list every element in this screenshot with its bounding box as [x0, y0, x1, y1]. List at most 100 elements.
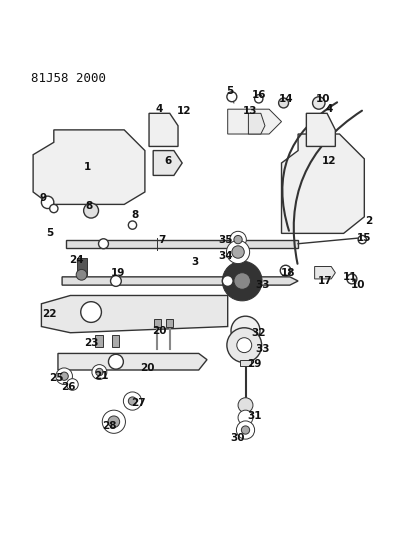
- Text: 1: 1: [83, 162, 90, 172]
- Text: 24: 24: [69, 255, 84, 265]
- Circle shape: [98, 239, 108, 249]
- Circle shape: [95, 368, 103, 376]
- Text: 12: 12: [321, 156, 336, 166]
- Text: 10: 10: [315, 94, 330, 104]
- Polygon shape: [153, 151, 182, 175]
- Text: 5: 5: [46, 228, 53, 238]
- Polygon shape: [66, 240, 297, 248]
- Polygon shape: [227, 109, 281, 134]
- Circle shape: [233, 273, 250, 289]
- Circle shape: [128, 397, 136, 405]
- Circle shape: [226, 328, 261, 362]
- Text: 15: 15: [356, 232, 371, 243]
- Bar: [112, 335, 119, 347]
- Circle shape: [278, 98, 288, 108]
- Polygon shape: [62, 277, 297, 285]
- Text: 11: 11: [342, 272, 356, 282]
- Circle shape: [222, 276, 233, 286]
- Text: 33: 33: [255, 344, 270, 354]
- Circle shape: [128, 221, 136, 229]
- Polygon shape: [58, 353, 206, 370]
- Circle shape: [226, 92, 236, 102]
- Circle shape: [92, 365, 107, 379]
- Circle shape: [229, 231, 246, 248]
- Text: 23: 23: [83, 338, 98, 348]
- Text: 8: 8: [85, 201, 93, 212]
- Text: 2: 2: [364, 216, 371, 226]
- Circle shape: [123, 392, 141, 410]
- Circle shape: [110, 276, 121, 286]
- Circle shape: [346, 274, 356, 284]
- Circle shape: [76, 269, 87, 280]
- Circle shape: [50, 204, 58, 213]
- Text: 12: 12: [176, 106, 191, 116]
- Text: 3: 3: [190, 257, 198, 268]
- Polygon shape: [33, 130, 145, 204]
- Circle shape: [312, 97, 324, 109]
- Circle shape: [237, 398, 252, 413]
- Text: 8: 8: [131, 210, 138, 220]
- Text: 28: 28: [102, 421, 117, 431]
- Polygon shape: [41, 295, 227, 333]
- Text: 30: 30: [230, 433, 245, 443]
- Text: 26: 26: [61, 382, 76, 392]
- Circle shape: [60, 372, 68, 381]
- Circle shape: [102, 410, 125, 433]
- Text: 17: 17: [317, 276, 332, 286]
- Text: 22: 22: [42, 309, 57, 319]
- Polygon shape: [149, 114, 178, 147]
- Text: 32: 32: [251, 328, 266, 338]
- Text: 6: 6: [164, 156, 171, 166]
- Text: 29: 29: [247, 359, 261, 369]
- Text: 5: 5: [225, 86, 233, 95]
- Text: 21: 21: [94, 371, 109, 381]
- Circle shape: [83, 203, 98, 218]
- Circle shape: [41, 196, 54, 208]
- Circle shape: [237, 410, 252, 425]
- Circle shape: [230, 316, 259, 345]
- Bar: [154, 319, 160, 327]
- Text: 7: 7: [157, 235, 165, 245]
- Circle shape: [231, 246, 244, 258]
- Text: 81J58 2000: 81J58 2000: [31, 71, 106, 85]
- Circle shape: [66, 378, 78, 390]
- Text: 27: 27: [131, 398, 146, 408]
- Circle shape: [81, 302, 101, 322]
- Text: 34: 34: [218, 251, 233, 261]
- Polygon shape: [306, 114, 335, 147]
- Text: 9: 9: [40, 193, 47, 203]
- Circle shape: [108, 354, 123, 369]
- Circle shape: [236, 338, 251, 353]
- Text: 10: 10: [350, 280, 365, 290]
- Circle shape: [236, 421, 254, 439]
- Polygon shape: [248, 114, 264, 134]
- Text: 35: 35: [218, 235, 233, 245]
- Circle shape: [56, 368, 72, 384]
- Bar: [95, 335, 102, 347]
- Text: 20: 20: [152, 326, 166, 336]
- Circle shape: [241, 426, 249, 434]
- Text: 13: 13: [242, 106, 257, 116]
- Bar: [240, 360, 250, 366]
- Bar: [166, 319, 173, 327]
- Text: 31: 31: [247, 410, 261, 421]
- Text: 14: 14: [278, 94, 292, 104]
- Text: 33: 33: [255, 280, 270, 290]
- Text: 4: 4: [155, 104, 163, 114]
- Text: 4: 4: [325, 104, 332, 114]
- Text: 16: 16: [251, 90, 266, 100]
- Circle shape: [357, 236, 366, 244]
- Circle shape: [233, 236, 242, 244]
- Circle shape: [254, 95, 262, 103]
- Text: 25: 25: [48, 373, 63, 383]
- Circle shape: [235, 239, 244, 249]
- Polygon shape: [314, 266, 335, 279]
- Circle shape: [280, 265, 290, 276]
- Text: 18: 18: [280, 268, 294, 278]
- Polygon shape: [281, 134, 363, 233]
- Text: 20: 20: [139, 363, 154, 373]
- Circle shape: [226, 240, 249, 264]
- Bar: [76, 258, 87, 275]
- Text: 19: 19: [111, 268, 125, 278]
- Circle shape: [222, 261, 261, 301]
